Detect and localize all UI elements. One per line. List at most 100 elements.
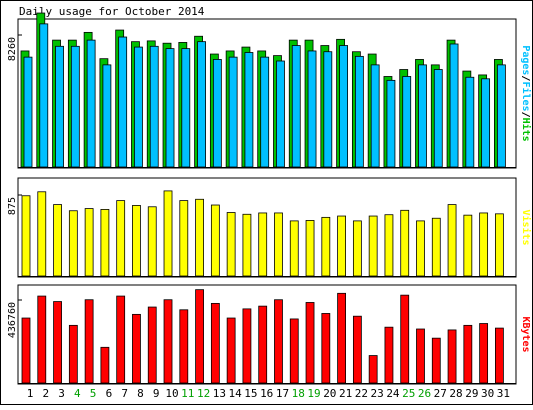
bar-visits-day-23 bbox=[368, 215, 378, 277]
x-tick-label-day-2: 2 bbox=[42, 387, 49, 400]
bar-kbytes-day-10 bbox=[163, 299, 173, 384]
bar-files-day-15 bbox=[244, 52, 254, 168]
bar-files-day-6 bbox=[102, 64, 112, 168]
chart-title: Daily usage for October 2014 bbox=[19, 5, 205, 18]
y-axis-label-segment: Files bbox=[520, 81, 532, 111]
bar-files-day-26 bbox=[418, 64, 427, 168]
bar-visits-day-10 bbox=[163, 190, 173, 277]
bar-visits-day-31 bbox=[494, 213, 504, 277]
x-tick-label-day-6: 6 bbox=[106, 387, 113, 400]
bar-kbytes-day-7 bbox=[116, 295, 126, 384]
bar-kbytes-day-5 bbox=[84, 299, 94, 384]
bar-files-day-3 bbox=[55, 45, 64, 168]
bar-visits-day-5 bbox=[84, 208, 94, 277]
bar-visits-day-1 bbox=[21, 195, 31, 277]
bar-visits-day-29 bbox=[463, 214, 473, 277]
bar-files-day-18 bbox=[291, 45, 301, 168]
bar-files-day-20 bbox=[323, 51, 333, 168]
y-axis-label-kbytes: KBytes bbox=[520, 316, 531, 352]
x-tick-label-day-3: 3 bbox=[58, 387, 65, 400]
bar-visits-day-2 bbox=[37, 191, 47, 277]
bar-kbytes-day-23 bbox=[368, 355, 378, 384]
x-tick-label-day-20: 20 bbox=[323, 387, 336, 400]
bar-visits-day-28 bbox=[447, 204, 457, 277]
x-tick-label-day-9: 9 bbox=[153, 387, 160, 400]
bar-visits-day-20 bbox=[321, 216, 331, 277]
x-tick-label-day-16: 16 bbox=[260, 387, 273, 400]
x-tick-label-day-30: 30 bbox=[481, 387, 494, 400]
bar-kbytes-day-1 bbox=[21, 317, 31, 384]
bar-files-day-23 bbox=[370, 64, 380, 168]
bar-files-day-19 bbox=[307, 50, 317, 168]
bar-files-day-28 bbox=[449, 43, 459, 168]
x-tick-label-day-14: 14 bbox=[229, 387, 243, 400]
bar-kbytes-day-26 bbox=[416, 328, 425, 384]
bar-kbytes-day-14 bbox=[226, 317, 236, 384]
bar-kbytes-day-29 bbox=[463, 324, 473, 384]
x-tick-label-day-17: 17 bbox=[276, 387, 289, 400]
x-tick-label-day-4: 4 bbox=[74, 387, 81, 400]
y-axis-label-hits: Pages/Files/Hits bbox=[520, 45, 532, 141]
bar-kbytes-day-30 bbox=[479, 323, 489, 384]
x-tick-label-day-25: 25 bbox=[402, 387, 415, 400]
bar-kbytes-day-19 bbox=[305, 302, 315, 384]
bar-files-day-30 bbox=[481, 78, 491, 168]
x-tick-label-day-29: 29 bbox=[465, 387, 478, 400]
bar-kbytes-day-16 bbox=[258, 305, 268, 384]
x-tick-label-day-28: 28 bbox=[449, 387, 462, 400]
bar-visits-day-16 bbox=[258, 212, 268, 277]
bar-files-day-31 bbox=[496, 64, 506, 168]
bar-kbytes-day-8 bbox=[132, 313, 141, 384]
bar-kbytes-day-13 bbox=[210, 302, 220, 384]
x-tick-label-day-21: 21 bbox=[339, 387, 352, 400]
bar-kbytes-day-17 bbox=[274, 299, 283, 384]
y-axis-label-segment: Hits bbox=[520, 118, 532, 142]
bar-visits-day-25 bbox=[400, 209, 410, 277]
y-tick-label-kbytes: 436760 bbox=[7, 302, 18, 338]
bar-files-day-10 bbox=[165, 48, 175, 168]
x-tick-label-day-19: 19 bbox=[307, 387, 320, 400]
bar-visits-day-21 bbox=[337, 215, 347, 277]
bar-visits-day-17 bbox=[274, 212, 283, 277]
x-tick-label-day-10: 10 bbox=[165, 387, 178, 400]
bar-files-day-8 bbox=[134, 46, 143, 168]
bar-files-day-11 bbox=[181, 48, 191, 168]
x-tick-label-day-15: 15 bbox=[244, 387, 257, 400]
x-tick-label-day-24: 24 bbox=[386, 387, 400, 400]
bar-visits-day-26 bbox=[416, 220, 425, 277]
bar-kbytes-day-22 bbox=[352, 315, 362, 384]
bar-kbytes-day-4 bbox=[68, 324, 78, 384]
bar-kbytes-day-21 bbox=[337, 292, 347, 384]
y-axis-label-segment: / bbox=[520, 75, 531, 81]
bar-kbytes-day-11 bbox=[179, 309, 189, 384]
bar-kbytes-day-6 bbox=[100, 346, 110, 384]
bar-kbytes-day-18 bbox=[289, 318, 299, 384]
x-tick-label-day-31: 31 bbox=[497, 387, 510, 400]
bar-visits-day-13 bbox=[210, 204, 220, 277]
bar-visits-day-22 bbox=[352, 220, 362, 277]
y-axis-label-segment: / bbox=[520, 112, 531, 118]
x-tick-label-day-18: 18 bbox=[292, 387, 305, 400]
x-tick-label-day-13: 13 bbox=[213, 387, 226, 400]
x-tick-label-day-5: 5 bbox=[90, 387, 97, 400]
bar-kbytes-day-2 bbox=[37, 295, 47, 384]
bar-files-day-9 bbox=[149, 45, 159, 168]
x-tick-label-day-22: 22 bbox=[355, 387, 368, 400]
bar-files-day-1 bbox=[23, 56, 33, 168]
x-tick-label-day-8: 8 bbox=[137, 387, 144, 400]
bar-visits-day-8 bbox=[132, 205, 141, 277]
bar-kbytes-day-20 bbox=[321, 313, 331, 384]
y-tick-label-visits: 875 bbox=[7, 197, 18, 215]
bar-visits-day-18 bbox=[289, 220, 299, 277]
bar-visits-day-15 bbox=[242, 213, 252, 277]
bar-visits-day-12 bbox=[195, 198, 204, 277]
bar-visits-day-11 bbox=[179, 200, 189, 277]
bar-files-day-14 bbox=[228, 56, 238, 168]
bar-files-day-12 bbox=[197, 41, 206, 168]
bar-visits-day-30 bbox=[479, 212, 489, 277]
y-tick-label-hits: 8260 bbox=[7, 37, 18, 61]
bar-files-day-25 bbox=[402, 76, 412, 168]
bar-kbytes-day-15 bbox=[242, 308, 252, 384]
bar-files-day-29 bbox=[465, 76, 475, 168]
